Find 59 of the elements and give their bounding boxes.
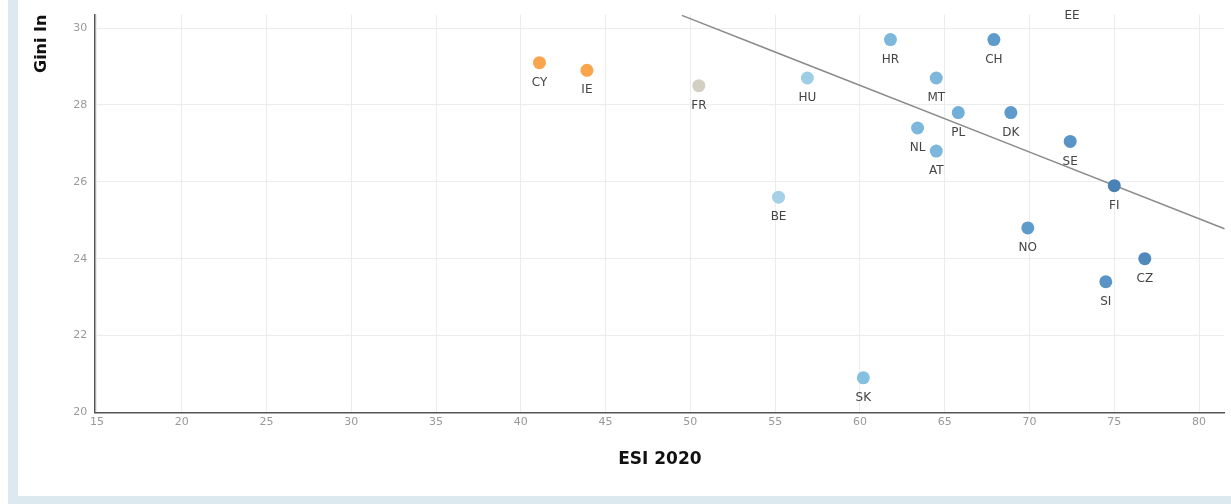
x-tick-label: 45 (598, 414, 613, 428)
point (1099, 275, 1113, 289)
x-tick-label: 15 (89, 414, 104, 428)
point (1138, 252, 1152, 266)
point (1107, 179, 1121, 193)
y-tick-label: 22 (73, 328, 88, 342)
y-tick-label: 28 (73, 97, 88, 111)
point (800, 71, 814, 85)
x-tick-label: 60 (852, 414, 867, 428)
x-tick-label: 25 (259, 414, 274, 428)
y-axis-title: Gini In (30, 14, 50, 74)
annotation: CH (985, 51, 1003, 66)
annotation: NO (1018, 240, 1038, 255)
x-tick-label: 35 (429, 414, 444, 428)
x-tick-label: 70 (1022, 414, 1037, 428)
point (856, 371, 870, 385)
y-tick-label: 20 (73, 405, 88, 419)
annotation: SI (1100, 293, 1112, 308)
annotation: HU (798, 90, 817, 105)
x-tick-label: 55 (768, 414, 783, 428)
annotation: NL (909, 140, 926, 155)
point (1063, 134, 1077, 148)
point (911, 121, 925, 135)
y-tick-label: 26 (73, 174, 88, 188)
annotation: PL (951, 124, 966, 139)
point (692, 79, 706, 93)
x-tick-label: 80 (1192, 414, 1207, 428)
point (772, 190, 786, 204)
point (532, 56, 546, 70)
annotation: FR (691, 97, 707, 112)
annotation: IE (581, 82, 593, 97)
x-tick-label: 40 (513, 414, 528, 428)
point (883, 33, 897, 47)
x-tick-label: 20 (174, 414, 189, 428)
annotation: FI (1109, 197, 1120, 212)
point (929, 144, 943, 158)
annotation: DK (1002, 124, 1021, 139)
x-axis-title: ESI 2020 (618, 448, 702, 469)
point (929, 71, 943, 85)
annotation: HR (881, 51, 900, 66)
x-tick-label: 30 (344, 414, 359, 428)
point (987, 33, 1001, 47)
point (951, 106, 965, 120)
x-tick-label: 65 (937, 414, 952, 428)
annotation: SE (1062, 153, 1078, 168)
annotation: EE (1064, 7, 1080, 22)
annotation: CY (531, 74, 548, 89)
annotation: AT (928, 163, 945, 178)
point (1004, 106, 1018, 120)
annotation: SK (855, 389, 873, 404)
point (580, 63, 594, 77)
annotation: MT (927, 90, 946, 105)
y-tick-label: 24 (73, 251, 88, 265)
annotation: BE (770, 209, 787, 224)
annotation: CZ (1136, 270, 1154, 285)
x-tick-label: 50 (683, 414, 698, 428)
y-tick-label: 30 (73, 20, 88, 34)
point (1021, 221, 1035, 235)
x-tick-label: 75 (1107, 414, 1122, 428)
